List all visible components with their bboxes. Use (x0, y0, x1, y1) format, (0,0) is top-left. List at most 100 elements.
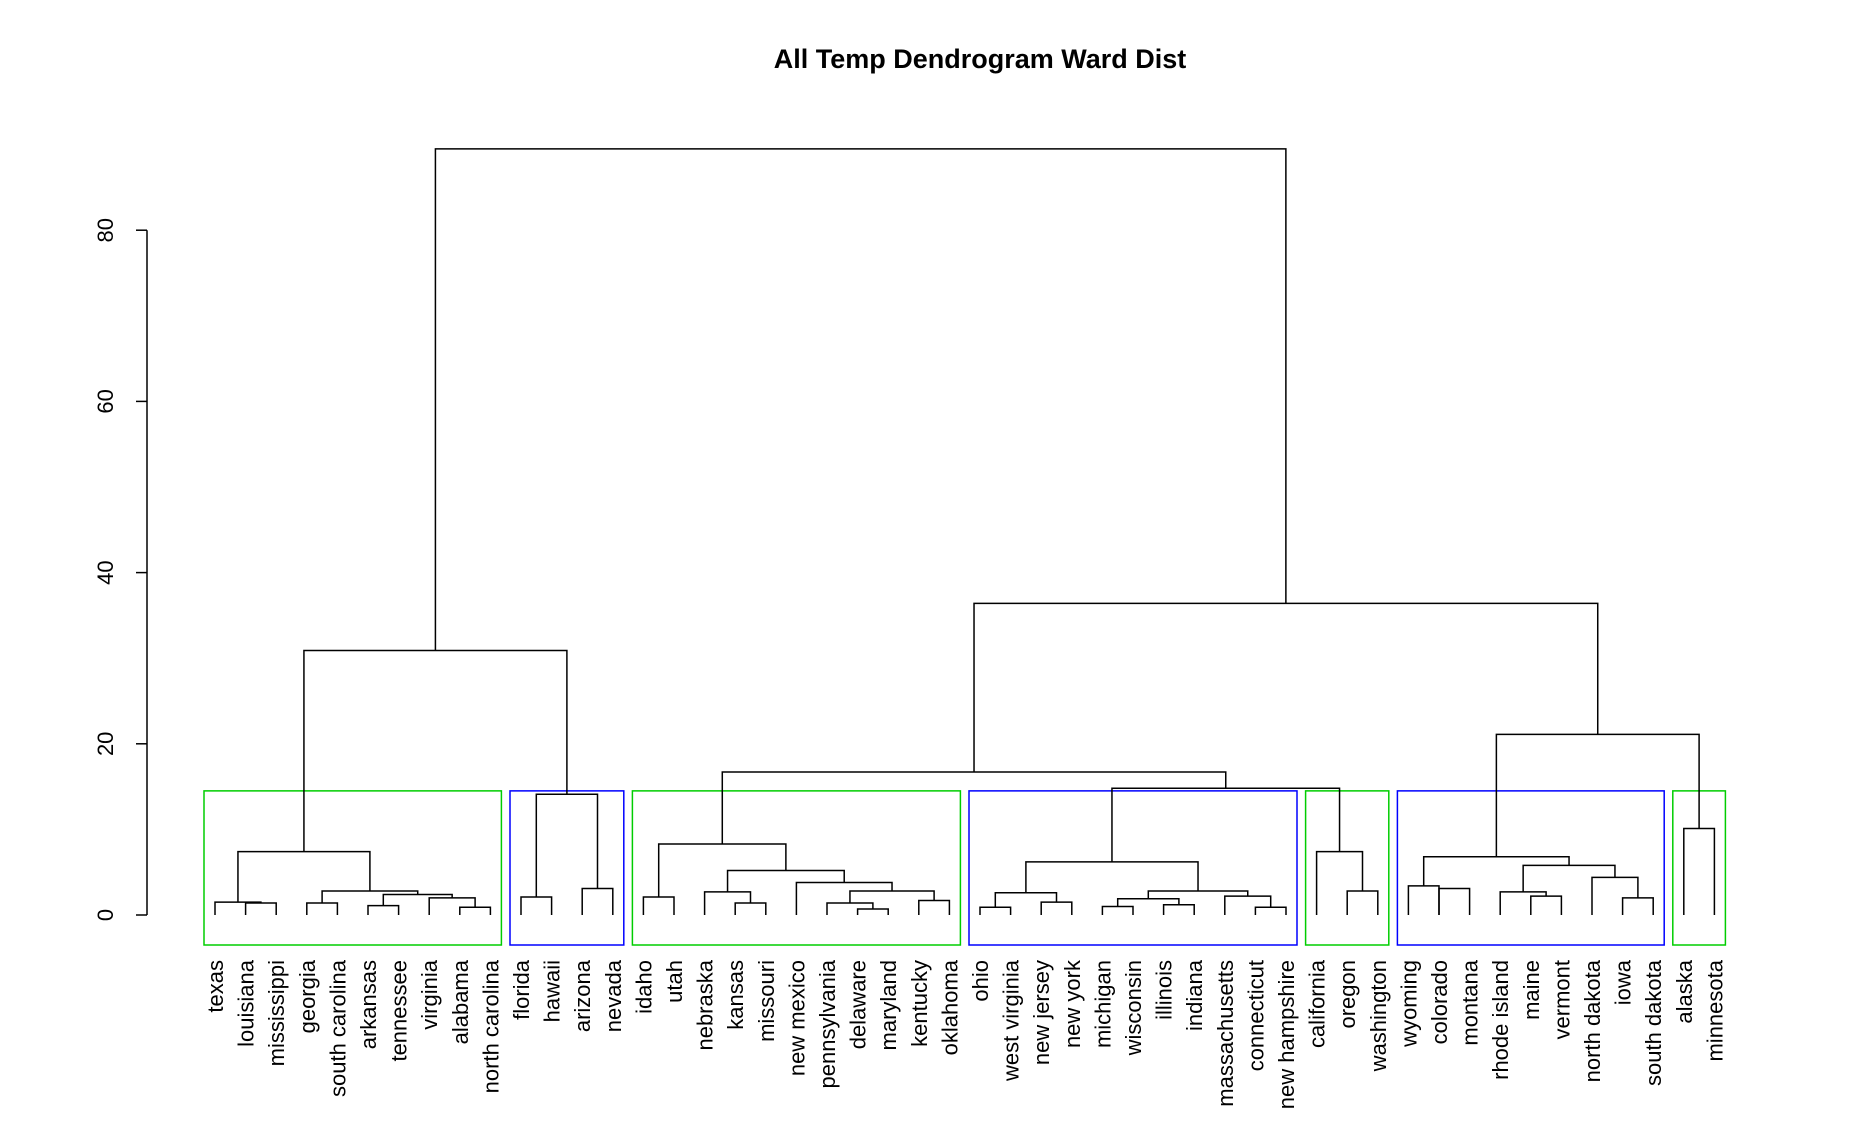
dendrogram-link (321, 890, 419, 904)
dendrogram-link (367, 904, 400, 915)
cluster-box (203, 790, 503, 946)
dendrogram-link (1101, 905, 1134, 915)
dendrogram-link (382, 893, 453, 906)
leaf-label: new york (1060, 959, 1085, 1048)
leaf-label: pennsylvania (815, 959, 840, 1088)
dendrogram-branches (214, 148, 1716, 915)
leaf-label: louisiana (234, 959, 259, 1047)
leaf-label: missouri (754, 960, 779, 1042)
leaf-label: alabama (448, 959, 473, 1044)
leaf-label: west virginia (999, 959, 1024, 1082)
leaf-label: michigan (1090, 960, 1115, 1048)
leaf-label: south dakota (1641, 959, 1666, 1086)
leaf-label: wisconsin (1121, 960, 1146, 1056)
dendrogram-link (1162, 903, 1195, 915)
y-tick-label: 0 (93, 909, 118, 921)
leaf-label: hawaii (540, 960, 565, 1022)
dendrogram-link (1025, 861, 1199, 893)
leaf-label: mississippi (264, 960, 289, 1066)
dendrogram-link (1621, 897, 1654, 915)
leaf-label: maryland (876, 960, 901, 1050)
leaf-label: texas (203, 960, 228, 1013)
y-tick-label: 80 (93, 218, 118, 242)
dendrogram-link (795, 881, 893, 915)
leaf-label: delaware (846, 960, 871, 1049)
leaf-label: oklahoma (937, 959, 962, 1055)
dendrogram-link (918, 899, 951, 915)
leaf-label: new hampshire (1274, 960, 1299, 1109)
leaf-label: massachusetts (1213, 960, 1238, 1107)
dendrogram-link (1499, 891, 1547, 915)
leaf-label: california (1305, 959, 1330, 1048)
leaf-label: idaho (631, 960, 656, 1014)
leaf-label: arizona (570, 959, 595, 1032)
dendrogram-link (581, 887, 614, 915)
leaf-label: kansas (723, 960, 748, 1030)
dendrogram-link (642, 896, 675, 915)
cluster-box (968, 790, 1298, 946)
dendrogram-link (1495, 733, 1700, 857)
dendrogram-link (428, 897, 476, 915)
leaf-label: kentucky (907, 960, 932, 1047)
leaf-label: georgia (295, 959, 320, 1033)
leaf-label: connecticut (1243, 960, 1268, 1071)
dendrogram-link (434, 148, 1287, 651)
leaf-label: north dakota (1580, 959, 1605, 1082)
dendrogram-link (535, 793, 599, 898)
leaf-label: new jersey (1029, 960, 1054, 1065)
leaf-label: new mexico (784, 960, 809, 1076)
leaf-label: arkansas (356, 960, 381, 1049)
dendrogram-link (1591, 876, 1639, 915)
dendrogram-link (973, 602, 1599, 773)
y-tick-label: 40 (93, 560, 118, 584)
dendrogram-link (734, 902, 767, 915)
dendrogram-link (303, 649, 568, 852)
leaf-label: iowa (1611, 959, 1636, 1005)
leaf-label: nebraska (693, 959, 718, 1050)
leaf-label: virginia (417, 959, 442, 1029)
leaf-label: south carolina (325, 959, 350, 1097)
dendrogram-link (237, 850, 371, 903)
dendrogram-link (1438, 887, 1471, 915)
dendrogram-link (244, 902, 277, 915)
leaf-labels: texas louisiana mississippi georgia south ca… (203, 959, 1727, 1109)
dendrogram-link (721, 771, 1227, 844)
dendrogram-link (979, 906, 1012, 915)
dendrogram-link (1224, 895, 1272, 915)
leaf-label: oregon (1335, 960, 1360, 1029)
leaf-label: rhode island (1488, 960, 1513, 1080)
dendrogram-link (1407, 885, 1440, 915)
leaf-label: montana (1458, 959, 1483, 1045)
dendrogram-link (1315, 850, 1364, 915)
dendrogram-link (1530, 895, 1563, 915)
dendrogram-link (849, 890, 935, 904)
leaf-label: alaska (1672, 959, 1697, 1023)
leaf-label: north carolina (478, 959, 503, 1093)
leaf-label: florida (509, 959, 534, 1020)
leaf-label: minnesota (1702, 959, 1727, 1061)
dendrogram-link (856, 908, 889, 915)
cluster-box (1396, 790, 1665, 946)
dendrogram-link (1147, 890, 1249, 899)
dendrogram-link (1254, 906, 1287, 915)
dendrogram-link (1040, 901, 1073, 915)
leaf-label: colorado (1427, 960, 1452, 1044)
cluster-boxes (203, 790, 1727, 946)
leaf-label: nevada (601, 959, 626, 1032)
dendrogram-link (214, 901, 262, 915)
cluster-box (509, 790, 625, 946)
dendrogram-link (306, 902, 339, 915)
dendrogram-link (1522, 864, 1616, 892)
y-tick-label: 60 (93, 389, 118, 413)
dendrogram-link (994, 891, 1058, 908)
dendrogram-link (1683, 827, 1716, 915)
dendrogram-link (520, 896, 553, 915)
leaf-label: wyoming (1396, 960, 1421, 1048)
cluster-box (631, 790, 962, 946)
leaf-label: indiana (1182, 959, 1207, 1031)
dendrogram-link (1422, 856, 1570, 886)
leaf-label: tennessee (387, 960, 412, 1062)
leaf-label: illinois (1152, 960, 1177, 1020)
leaf-label: vermont (1549, 960, 1574, 1039)
